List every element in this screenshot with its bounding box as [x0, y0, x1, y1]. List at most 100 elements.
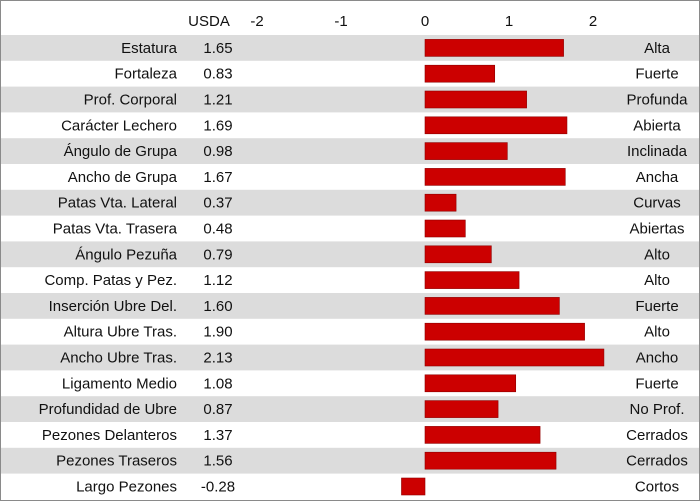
trait-value: 0.98	[203, 143, 232, 160]
x-tick-label: 0	[421, 13, 429, 30]
trait-descriptor: Ancha	[636, 169, 679, 186]
trait-descriptor: Alto	[644, 272, 670, 289]
row-shade	[1, 189, 699, 216]
trait-value: 1.60	[203, 298, 232, 315]
trait-label: Ángulo de Grupa	[64, 143, 178, 160]
trait-value: 1.56	[203, 453, 232, 470]
trait-value: 0.87	[203, 401, 232, 418]
trait-label: Carácter Lechero	[61, 117, 177, 134]
trait-value: 1.65	[203, 40, 232, 57]
trait-descriptor: Ancho	[636, 350, 679, 367]
value-bar	[424, 90, 527, 109]
value-column-header: USDA	[188, 13, 230, 30]
trait-value: 1.37	[203, 427, 232, 444]
trait-descriptor: Profunda	[627, 92, 689, 109]
trait-value: 1.69	[203, 117, 232, 134]
trait-value: 2.13	[203, 350, 232, 367]
table-row: Ligamento Medio 1.08 Fuerte	[62, 374, 679, 393]
value-bar	[424, 142, 508, 160]
trait-label: Pezones Traseros	[56, 453, 177, 470]
table-row: Carácter Lechero 1.69 Abierta	[61, 116, 681, 135]
trait-label: Fortaleza	[114, 66, 177, 83]
trait-descriptor: Alto	[644, 324, 670, 341]
trait-value: 0.79	[203, 246, 232, 263]
value-bar	[424, 348, 605, 367]
table-row: Estatura 1.65 Alta	[121, 39, 671, 57]
chart-rows: Estatura 1.65 Alta Fortaleza 0.83 Fuerte Prof.…	[39, 39, 689, 496]
trait-value: 1.21	[203, 92, 232, 109]
value-bar	[424, 426, 541, 444]
trait-descriptor: Inclinada	[627, 143, 688, 160]
trait-label: Profundidad de Ubre	[39, 401, 177, 418]
trait-value: 1.08	[203, 375, 232, 392]
row-shade	[1, 241, 699, 268]
value-bar	[424, 219, 466, 238]
trait-label: Patas Vta. Lateral	[58, 195, 177, 212]
trait-label: Altura Ubre Tras.	[64, 324, 177, 341]
table-row: Inserción Ubre Del. 1.60 Fuerte	[49, 297, 679, 315]
table-row: Prof. Corporal 1.21 Profunda	[84, 90, 689, 109]
trait-label: Ancho de Grupa	[68, 169, 178, 186]
x-tick-label: -2	[250, 13, 263, 30]
trait-label: Ángulo Pezuña	[75, 246, 177, 263]
trait-label: Patas Vta. Trasera	[53, 221, 178, 238]
table-row: Pezones Traseros 1.56 Cerrados	[56, 451, 688, 470]
trait-descriptor: Curvas	[633, 195, 681, 212]
trait-descriptor: Cerrados	[626, 453, 688, 470]
value-bar	[424, 245, 492, 264]
row-shade	[1, 293, 699, 319]
table-row: Largo Pezones -0.28 Cortos	[76, 477, 679, 496]
table-row: Fortaleza 0.83 Fuerte	[114, 64, 679, 83]
trait-descriptor: Alto	[644, 246, 670, 263]
table-row: Comp. Patas y Pez. 1.12 Alto	[44, 271, 670, 289]
trait-descriptor: Abiertas	[629, 221, 684, 238]
trait-label: Prof. Corporal	[84, 92, 177, 109]
trait-descriptor: Fuerte	[635, 375, 678, 392]
trait-label: Inserción Ubre Del.	[49, 298, 177, 315]
table-row: Ancho Ubre Tras. 2.13 Ancho	[60, 348, 679, 367]
x-tick-label: -1	[334, 13, 347, 30]
table-row: Ángulo de Grupa 0.98 Inclinada	[64, 142, 688, 160]
table-row: Patas Vta. Trasera 0.48 Abiertas	[53, 219, 685, 238]
table-row: Pezones Delanteros 1.37 Cerrados	[42, 426, 688, 444]
trait-value: 0.48	[203, 221, 232, 238]
value-bar	[424, 297, 560, 315]
trait-descriptor: Cerrados	[626, 427, 688, 444]
trait-label: Ligamento Medio	[62, 375, 177, 392]
trait-descriptor: Fuerte	[635, 66, 678, 83]
value-bar	[424, 322, 585, 341]
value-bar	[424, 116, 568, 135]
table-row: Altura Ubre Tras. 1.90 Alto	[64, 322, 670, 341]
trait-descriptor: Fuerte	[635, 298, 678, 315]
trait-descriptor: No Prof.	[629, 401, 684, 418]
x-axis-ticks: -2 -1 0 1 2	[250, 13, 597, 30]
trait-descriptor: Abierta	[633, 117, 681, 134]
value-bar	[424, 400, 499, 418]
trait-label: Pezones Delanteros	[42, 427, 177, 444]
value-bar	[401, 477, 426, 496]
row-shade	[1, 447, 699, 474]
table-row: Patas Vta. Lateral 0.37 Curvas	[58, 193, 681, 212]
trait-label: Ancho Ubre Tras.	[60, 350, 177, 367]
trait-label: Largo Pezones	[76, 479, 177, 496]
value-bar	[424, 451, 557, 470]
row-shade	[1, 138, 699, 164]
chart-header: USDA	[188, 13, 230, 30]
row-shading	[1, 35, 699, 474]
value-bar	[424, 271, 520, 289]
value-bar	[424, 193, 457, 212]
trait-value: 1.90	[203, 324, 232, 341]
value-bar	[424, 374, 517, 393]
row-shade	[1, 86, 699, 113]
value-bar	[424, 64, 496, 83]
table-row: Profundidad de Ubre 0.87 No Prof.	[39, 400, 685, 418]
table-row: Ancho de Grupa 1.67 Ancha	[68, 168, 679, 186]
row-shade	[1, 35, 699, 61]
value-bar	[424, 168, 566, 186]
x-tick-label: 1	[505, 13, 513, 30]
trait-value: -0.28	[201, 479, 235, 496]
row-shade	[1, 396, 699, 422]
trait-value: 1.67	[203, 169, 232, 186]
